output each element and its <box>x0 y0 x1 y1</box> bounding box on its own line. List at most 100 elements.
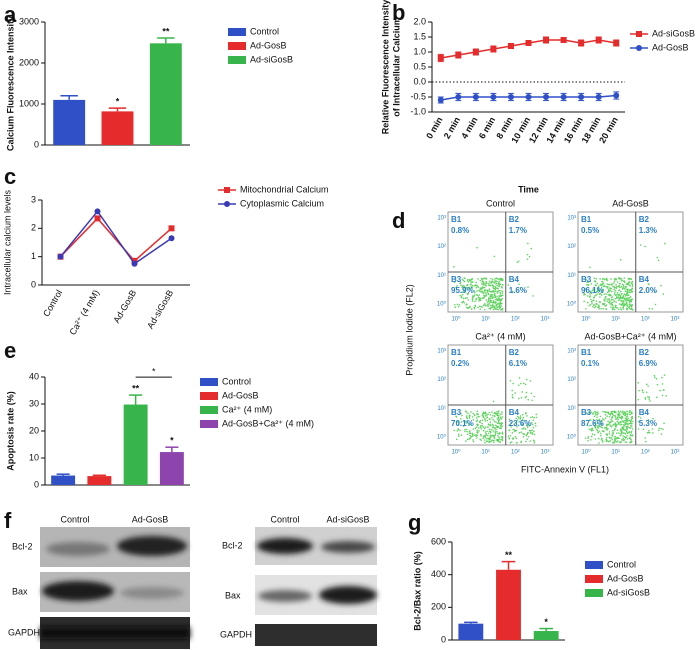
event-dot <box>517 384 520 386</box>
y-axis-label: Intracellular calcium levels <box>2 189 12 295</box>
y-tick-label: 1000 <box>19 98 39 108</box>
event-dot <box>476 431 478 434</box>
event-dot <box>661 376 663 379</box>
event-dot <box>628 410 631 412</box>
quadrant-value: 1.7% <box>509 226 527 235</box>
event-dot <box>472 418 475 421</box>
event-dot <box>496 422 499 425</box>
event-dot <box>624 417 627 420</box>
event-dot <box>482 411 485 414</box>
event-dot <box>655 378 658 380</box>
quadrant-value: 0.5% <box>581 226 599 235</box>
event-dot <box>622 284 625 287</box>
event-dot <box>456 285 458 287</box>
event-dot <box>498 414 500 417</box>
event-dot <box>494 411 496 414</box>
event-dot <box>463 286 466 289</box>
event-dot <box>597 411 599 413</box>
significance-label: * <box>170 436 174 446</box>
event-dot <box>618 437 620 439</box>
quadrant-value: 70.1% <box>451 419 474 428</box>
event-dot <box>630 432 633 434</box>
event-dot <box>619 258 622 261</box>
event-dot <box>482 412 484 415</box>
event-dot <box>592 304 595 306</box>
event-dot <box>482 292 485 295</box>
event-dot <box>462 284 464 287</box>
event-dot <box>526 424 529 427</box>
event-dot <box>622 302 625 304</box>
y-tick-label: 200 <box>431 602 446 612</box>
event-dot <box>606 415 608 417</box>
event-dot <box>517 419 519 421</box>
event-dot <box>499 306 502 309</box>
event-dot <box>592 413 594 415</box>
event-dot <box>644 245 646 248</box>
point <box>472 94 479 100</box>
event-dot <box>628 437 631 439</box>
event-dot <box>515 421 517 424</box>
event-dot <box>487 284 490 286</box>
event-dot <box>498 285 500 288</box>
event-dot <box>471 297 474 300</box>
event-dot <box>495 428 497 431</box>
event-dot <box>495 421 497 423</box>
event-dot <box>652 417 654 420</box>
event-dot <box>492 296 494 299</box>
event-dot <box>590 298 592 301</box>
event-dot <box>599 419 601 422</box>
event-dot <box>647 396 649 398</box>
legend-swatch <box>585 561 603 569</box>
event-dot <box>614 291 616 294</box>
event-dot <box>489 440 492 443</box>
event-dot <box>516 261 519 264</box>
event-dot <box>461 278 464 281</box>
event-dot <box>514 429 517 432</box>
event-dot <box>534 424 537 427</box>
event-dot <box>510 441 513 443</box>
band <box>42 581 114 601</box>
event-dot <box>658 427 660 430</box>
event-dot <box>591 428 593 431</box>
event-dot <box>508 429 511 431</box>
event-dot <box>601 422 604 425</box>
event-dot <box>485 434 487 436</box>
point <box>560 94 567 100</box>
event-dot <box>598 442 600 444</box>
quadrant-name: B2 <box>639 215 650 224</box>
event-dot <box>610 278 612 280</box>
event-dot <box>457 420 460 423</box>
event-dot <box>500 438 502 441</box>
legend-swatch <box>200 392 218 400</box>
event-dot <box>498 278 500 281</box>
row-label: Bax <box>12 586 28 596</box>
point <box>490 94 497 100</box>
quadrant-name: B2 <box>509 348 520 357</box>
event-dot <box>497 303 500 305</box>
event-dot <box>596 428 598 431</box>
event-dot <box>518 431 521 434</box>
event-dot <box>625 294 628 297</box>
quadrant-name: B2 <box>509 215 520 224</box>
blot-strip <box>255 624 377 646</box>
event-dot <box>608 433 611 435</box>
event-dot <box>613 278 616 280</box>
event-dot <box>468 415 471 417</box>
x-tick-label: 10³ <box>671 317 680 323</box>
event-dot <box>593 306 596 309</box>
event-dot <box>644 440 647 443</box>
event-dot <box>637 420 640 423</box>
event-dot <box>479 299 482 302</box>
event-dot <box>592 289 594 292</box>
event-dot <box>494 301 497 303</box>
event-dot <box>628 422 631 425</box>
event-dot <box>496 425 498 428</box>
legend-swatch <box>200 406 218 414</box>
event-dot <box>595 277 597 280</box>
event-dot <box>496 430 498 433</box>
event-dot <box>601 280 603 283</box>
event-dot <box>648 396 650 399</box>
event-dot <box>639 417 642 419</box>
event-dot <box>597 287 600 290</box>
panel-letter: c <box>4 164 16 189</box>
